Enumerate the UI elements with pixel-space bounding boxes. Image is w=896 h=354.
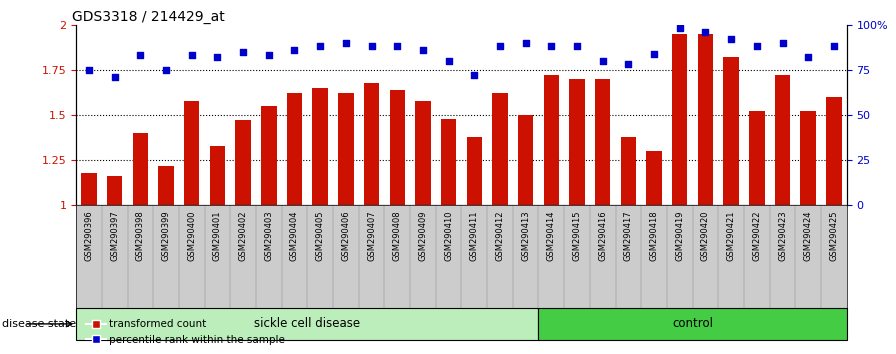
Point bbox=[775, 40, 789, 46]
Point bbox=[801, 55, 815, 60]
Point bbox=[185, 53, 199, 58]
Bar bbox=[287, 93, 302, 205]
Text: GSM290404: GSM290404 bbox=[290, 210, 299, 261]
Point bbox=[108, 74, 122, 80]
Legend: transformed count, percentile rank within the sample: transformed count, percentile rank withi… bbox=[82, 315, 289, 349]
Point bbox=[750, 44, 764, 49]
Bar bbox=[492, 93, 508, 205]
Bar bbox=[723, 57, 739, 205]
Point bbox=[339, 40, 353, 46]
Point bbox=[570, 44, 584, 49]
Bar bbox=[82, 173, 97, 205]
Point bbox=[519, 40, 533, 46]
Text: GSM290425: GSM290425 bbox=[830, 210, 839, 261]
Point bbox=[159, 67, 173, 73]
Bar bbox=[544, 75, 559, 205]
Text: GSM290419: GSM290419 bbox=[676, 210, 685, 261]
Bar bbox=[107, 176, 123, 205]
Point bbox=[262, 53, 276, 58]
Text: disease state: disease state bbox=[2, 319, 76, 329]
Text: GSM290410: GSM290410 bbox=[444, 210, 453, 261]
Bar bbox=[672, 34, 687, 205]
Text: GSM290423: GSM290423 bbox=[778, 210, 787, 261]
Point bbox=[416, 47, 430, 53]
Bar bbox=[800, 112, 816, 205]
Bar bbox=[569, 79, 585, 205]
Text: sickle cell disease: sickle cell disease bbox=[254, 318, 360, 330]
Text: GSM290400: GSM290400 bbox=[187, 210, 196, 261]
Text: GSM290415: GSM290415 bbox=[573, 210, 582, 261]
Bar bbox=[441, 119, 456, 205]
Point bbox=[82, 67, 96, 73]
Text: GSM290422: GSM290422 bbox=[753, 210, 762, 261]
Point bbox=[698, 29, 712, 35]
Point bbox=[647, 51, 661, 57]
Text: GSM290421: GSM290421 bbox=[727, 210, 736, 261]
Point bbox=[827, 44, 841, 49]
Text: GSM290417: GSM290417 bbox=[624, 210, 633, 261]
Point bbox=[211, 55, 225, 60]
Text: GSM290411: GSM290411 bbox=[470, 210, 478, 261]
Text: GSM290413: GSM290413 bbox=[521, 210, 530, 261]
Bar bbox=[338, 93, 354, 205]
Text: GSM290398: GSM290398 bbox=[136, 210, 145, 261]
Bar bbox=[518, 115, 533, 205]
Bar bbox=[210, 146, 225, 205]
Bar bbox=[236, 120, 251, 205]
Bar bbox=[595, 79, 610, 205]
Bar bbox=[133, 133, 148, 205]
Bar bbox=[76, 308, 538, 340]
Bar bbox=[538, 308, 847, 340]
Point bbox=[493, 44, 507, 49]
Text: GSM290418: GSM290418 bbox=[650, 210, 659, 261]
Text: GSM290405: GSM290405 bbox=[315, 210, 324, 261]
Text: control: control bbox=[672, 318, 713, 330]
Point bbox=[236, 49, 250, 55]
Text: GSM290406: GSM290406 bbox=[341, 210, 350, 261]
Text: GSM290416: GSM290416 bbox=[599, 210, 607, 261]
Bar bbox=[646, 151, 662, 205]
Point bbox=[467, 73, 481, 78]
Point bbox=[365, 44, 379, 49]
Text: GSM290407: GSM290407 bbox=[367, 210, 376, 261]
Text: GSM290399: GSM290399 bbox=[161, 210, 170, 261]
Point bbox=[673, 25, 687, 31]
Point bbox=[288, 47, 302, 53]
Text: GSM290403: GSM290403 bbox=[264, 210, 273, 261]
Text: GSM290397: GSM290397 bbox=[110, 210, 119, 261]
Bar bbox=[698, 34, 713, 205]
Bar bbox=[415, 101, 431, 205]
Bar bbox=[313, 88, 328, 205]
Text: GSM290402: GSM290402 bbox=[238, 210, 247, 261]
Bar bbox=[261, 106, 277, 205]
Point bbox=[724, 36, 738, 42]
Point bbox=[544, 44, 558, 49]
Bar bbox=[826, 97, 841, 205]
Point bbox=[596, 58, 610, 64]
Bar bbox=[749, 112, 764, 205]
Text: GSM290412: GSM290412 bbox=[495, 210, 504, 261]
Text: GSM290396: GSM290396 bbox=[84, 210, 93, 261]
Text: GSM290424: GSM290424 bbox=[804, 210, 813, 261]
Bar bbox=[467, 137, 482, 205]
Text: GSM290401: GSM290401 bbox=[213, 210, 222, 261]
Point bbox=[390, 44, 404, 49]
Bar bbox=[390, 90, 405, 205]
Text: GSM290409: GSM290409 bbox=[418, 210, 427, 261]
Point bbox=[442, 58, 456, 64]
Bar bbox=[184, 101, 200, 205]
Text: GSM290414: GSM290414 bbox=[547, 210, 556, 261]
Bar bbox=[621, 137, 636, 205]
Text: GSM290408: GSM290408 bbox=[392, 210, 401, 261]
Point bbox=[621, 62, 635, 67]
Text: GDS3318 / 214429_at: GDS3318 / 214429_at bbox=[73, 10, 225, 24]
Point bbox=[134, 53, 148, 58]
Point bbox=[313, 44, 327, 49]
Bar bbox=[775, 75, 790, 205]
Text: GSM290420: GSM290420 bbox=[701, 210, 710, 261]
Bar bbox=[364, 82, 379, 205]
Bar bbox=[159, 166, 174, 205]
